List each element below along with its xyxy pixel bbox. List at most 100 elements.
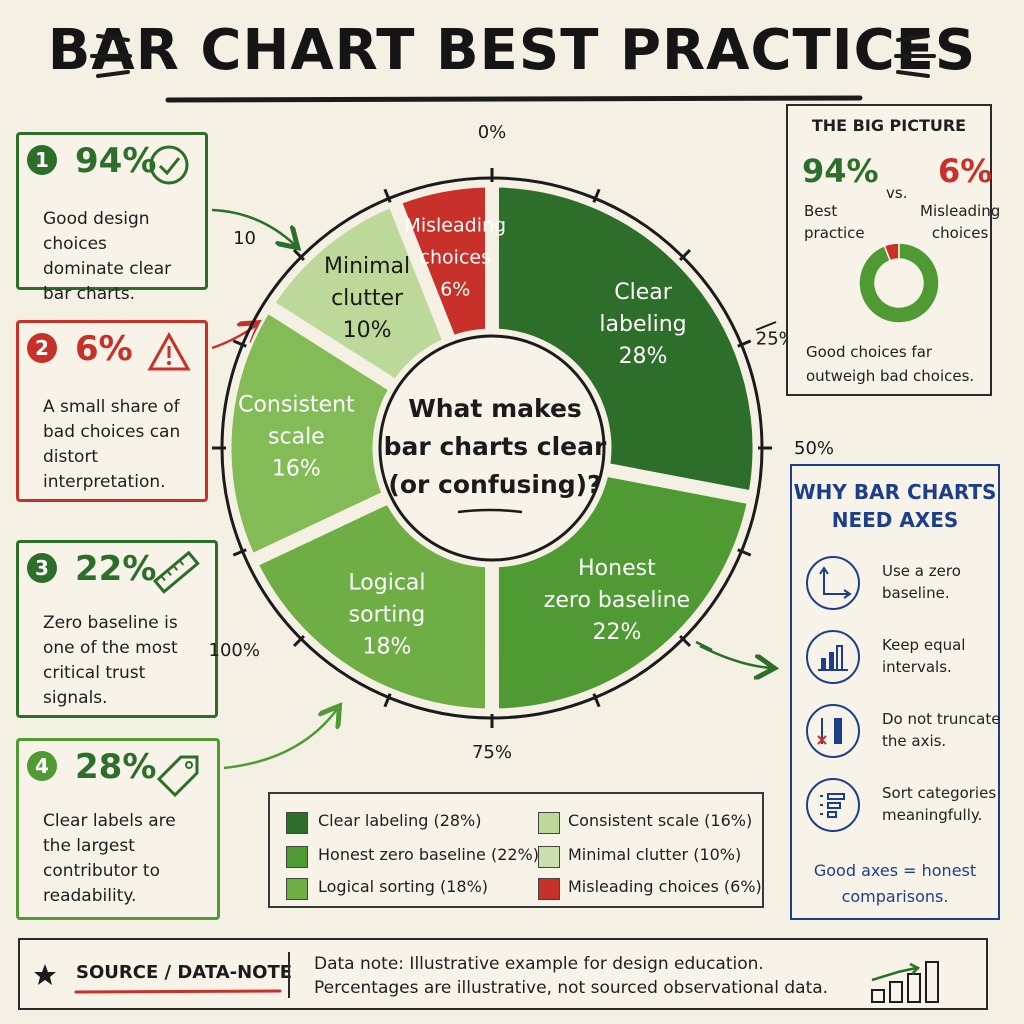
card-text: A small share of bad choices can distort… [43, 397, 181, 492]
center-line-3: (or confusing)? [388, 470, 602, 499]
slice-label: Clear [614, 280, 672, 305]
legend-swatch [538, 846, 560, 868]
legend-item: Minimal clutter (10%) [568, 845, 742, 864]
axes-tip-label: Use a zero baseline. [882, 562, 961, 602]
axes-tip-2: Keep equal intervals. [806, 630, 1006, 694]
legend-swatch [286, 812, 308, 834]
slice-label: Misleading [404, 214, 506, 236]
star-icon [34, 964, 56, 985]
page-title: BAR CHART BEST PRACTICES [47, 18, 977, 83]
axes-panel: WHY BAR CHARTS NEED AXES Use a zero base… [790, 464, 1000, 920]
growth-chart-icon [871, 961, 939, 1003]
card-percent: 6% [75, 329, 133, 369]
ring-tick [737, 548, 752, 557]
axes-tip-4: Sort categories meaningfully. [806, 778, 1006, 842]
legend-item: Honest zero baseline (22%) [318, 845, 539, 864]
divider [288, 952, 290, 998]
zero-baseline-icon [806, 556, 860, 610]
ring-tick [383, 693, 392, 708]
misleading-label: Misleading choices [920, 202, 1001, 242]
axes-panel-footer: Good axes = honest comparisons. [813, 861, 977, 906]
ring-tick [383, 188, 392, 203]
axes-tip-3: Do not truncate the axis. [806, 704, 1006, 768]
axes-tip-label: Do not truncate the axis. [882, 710, 1001, 750]
card-percent: 28% [75, 747, 157, 787]
warning-icon [147, 331, 191, 371]
chart-legend: Clear labeling (28%) Honest zero baselin… [268, 792, 764, 908]
ring-tick [679, 248, 692, 261]
legend-swatch [286, 878, 308, 900]
ring-tick [737, 339, 752, 348]
ring-tick-label: 10 [233, 228, 256, 249]
tag-icon [156, 755, 199, 798]
slice-label: Minimal [324, 254, 410, 279]
axes-tip-label: Keep equal intervals. [882, 636, 966, 676]
slice-label: 22% [592, 620, 641, 645]
card-text: Good design choices dominate clear bar c… [43, 209, 172, 304]
slice-label: Honest [578, 556, 656, 581]
ruler-icon [153, 551, 200, 594]
axes-tip-1: Use a zero baseline. [806, 556, 1006, 620]
card-number: 1 [27, 145, 57, 175]
slice-label: clutter [331, 286, 404, 311]
source-underline [74, 989, 282, 994]
best-practice-label: Best practice [804, 202, 865, 242]
insight-card-3: 3 22% Zero baseline is one of the most c… [16, 540, 218, 718]
slice-label: Consistent [238, 393, 355, 418]
slice-label: 18% [363, 634, 412, 659]
card-text: Clear labels are the largest contributor… [43, 811, 176, 906]
card-percent: 22% [75, 549, 157, 589]
misleading-percent: 6% [938, 152, 993, 190]
donut-slice-2 [495, 473, 751, 712]
axes-panel-title: WHY BAR CHARTS NEED AXES [793, 480, 997, 532]
data-note-line-2: Percentages are illustrative, not source… [314, 978, 829, 998]
data-note-line-1: Data note: Illustrative example for desi… [314, 954, 764, 974]
checkmark-icon [149, 145, 189, 185]
big-picture-title: THE BIG PICTURE [811, 116, 967, 135]
sort-categories-icon [806, 778, 860, 832]
center-line-1: What makes [408, 394, 582, 423]
mini-donut-best-slice [858, 242, 940, 324]
card-number: 2 [27, 333, 57, 363]
source-label: SOURCE / DATA-NOTE [76, 962, 293, 983]
slice-label: zero baseline [544, 588, 690, 613]
center-underline [457, 508, 523, 514]
big-picture-panel: THE BIG PICTURE 94% Best practice vs. 6%… [786, 104, 1000, 396]
slice-label: 6% [440, 278, 470, 300]
slice-label: 10% [343, 318, 392, 343]
big-picture-footer: Good choices far outweigh bad choices. [806, 343, 975, 385]
ring-tick-label: 50% [794, 438, 834, 459]
donut-slice-3 [255, 501, 489, 712]
card-text: Zero baseline is one of the most critica… [43, 613, 178, 708]
ring-tick [232, 339, 247, 348]
slice-label: labeling [599, 312, 686, 337]
center-line-2: bar charts clear [383, 432, 607, 461]
ring-tick [232, 548, 247, 557]
legend-item: Misleading choices (6%) [568, 877, 762, 896]
donut-slice-6 [398, 184, 489, 339]
ring-tick-label: 25% [756, 329, 796, 350]
axes-tip-label: Sort categories meaningfully. [882, 784, 997, 824]
card-number: 4 [27, 751, 57, 781]
ring-tick-label: 75% [472, 742, 512, 763]
card-percent: 94% [75, 141, 157, 181]
ring-tick-label: 0% [478, 122, 507, 143]
ring-tick [592, 188, 601, 203]
truncate-axis-icon [806, 704, 860, 758]
insight-card-2: 2 6% A small share of bad choices can di… [16, 320, 208, 502]
slice-label: scale [268, 425, 325, 450]
legend-item: Logical sorting (18%) [318, 877, 489, 896]
legend-item: Clear labeling (28%) [318, 811, 482, 830]
donut-center-circle [378, 334, 606, 562]
title-decoration [90, 34, 936, 103]
ring-tick [292, 635, 305, 648]
source-note-bar: SOURCE / DATA-NOTE Data note: Illustrati… [18, 938, 988, 1010]
legend-item: Consistent scale (16%) [568, 811, 753, 830]
best-practice-percent: 94% [802, 152, 879, 190]
legend-swatch [538, 878, 560, 900]
card-number: 3 [27, 553, 57, 583]
mini-donut-chart [858, 242, 940, 324]
legend-swatch [286, 846, 308, 868]
ring-tick [592, 693, 601, 708]
